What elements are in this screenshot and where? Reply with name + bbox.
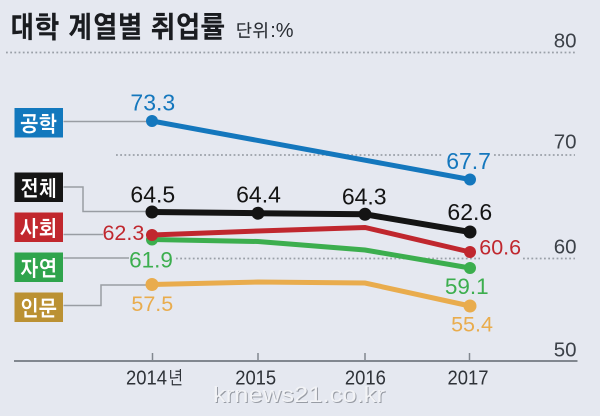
svg-text:2014: 2014 xyxy=(126,366,167,389)
svg-text:64.4: 64.4 xyxy=(236,182,281,208)
svg-text:2016: 2016 xyxy=(345,366,386,389)
svg-text:80: 80 xyxy=(554,29,577,52)
svg-text:73.3: 73.3 xyxy=(130,90,175,116)
svg-text:60.6: 60.6 xyxy=(479,235,521,259)
svg-text::%: :% xyxy=(270,20,294,42)
svg-text:61.9: 61.9 xyxy=(129,247,173,272)
svg-text:2017: 2017 xyxy=(448,366,489,389)
svg-text:64.5: 64.5 xyxy=(130,182,175,208)
svg-text:57.5: 57.5 xyxy=(131,292,173,316)
svg-text:70: 70 xyxy=(554,130,577,153)
svg-text:59.1: 59.1 xyxy=(445,274,489,299)
svg-text:krnews21.co.kr: krnews21.co.kr xyxy=(214,383,386,408)
svg-text:2015: 2015 xyxy=(235,366,276,389)
svg-text:50: 50 xyxy=(554,338,577,361)
svg-text:64.3: 64.3 xyxy=(342,184,387,210)
svg-text:67.7: 67.7 xyxy=(446,148,491,174)
svg-text:62.3: 62.3 xyxy=(102,221,144,245)
svg-text:55.4: 55.4 xyxy=(451,313,493,337)
svg-text:60: 60 xyxy=(554,235,577,258)
svg-text:krnews21.co.kr: krnews21.co.kr xyxy=(213,382,385,407)
svg-text:62.6: 62.6 xyxy=(447,199,492,225)
